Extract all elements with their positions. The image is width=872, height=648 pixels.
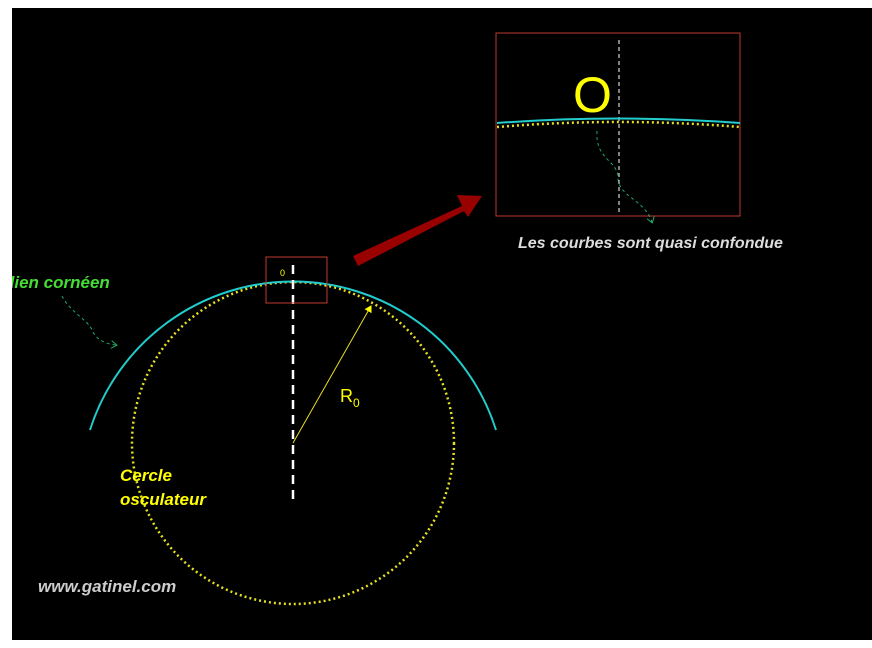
- caption: Les courbes sont quasi confondue: [518, 235, 783, 252]
- background: [12, 8, 872, 640]
- zoom-pointer: [596, 130, 652, 222]
- meridian-pointer: [61, 295, 116, 345]
- zoom-meridian: [496, 117, 741, 124]
- zoom-box: [495, 32, 741, 217]
- point-label: 0: [280, 268, 285, 278]
- zoom-osculating: [496, 120, 741, 129]
- meridian-label: dien cornéen: [4, 273, 110, 292]
- radius-line: [292, 305, 372, 444]
- osculating-circle: [130, 280, 456, 606]
- zoom-arrow: [353, 195, 482, 266]
- osculating-label: osculateur: [120, 490, 207, 509]
- watermark: www.gatinel.com: [38, 577, 176, 596]
- osculating-label: Cercle: [120, 466, 172, 485]
- zoom-point-label: O: [573, 67, 612, 123]
- focus-box: [265, 256, 328, 304]
- radius-label: R0: [340, 386, 360, 410]
